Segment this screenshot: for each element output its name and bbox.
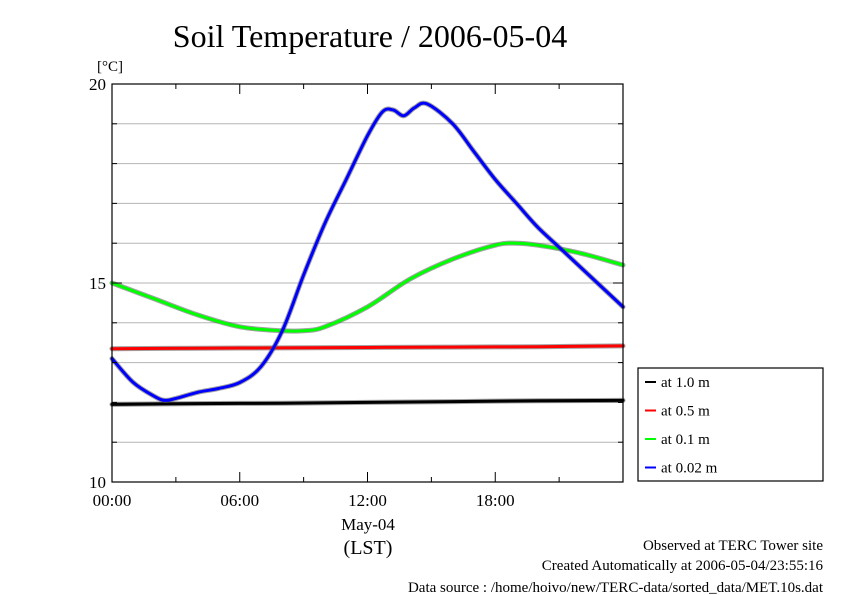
series-line	[110, 241, 625, 333]
y-tick-label: 10	[89, 473, 106, 492]
x-axis: 00:00 06:00 12:00 18:00	[93, 84, 624, 510]
series-4	[109, 100, 626, 403]
site-note: Observed at TERC Tower site	[643, 538, 823, 554]
data-source-note: Data source : /home/hoivo/new/TERC-data/…	[408, 580, 824, 595]
series-1	[109, 397, 626, 407]
series-line-shadow	[109, 240, 626, 334]
legend: at 1.0 m at 0.5 m at 0.1 m at 0.02 m	[637, 367, 824, 482]
legend-label: at 0.1 m	[661, 432, 710, 448]
x-tick-label: 12:00	[348, 491, 387, 510]
series-lines	[109, 100, 626, 407]
series-line	[110, 398, 625, 406]
series-line-shadow	[109, 100, 626, 403]
x-axis-unit-label: (LST)	[344, 537, 393, 559]
x-axis-date-label: May-04	[341, 515, 395, 534]
x-tick-label: 18:00	[476, 491, 515, 510]
legend-box	[637, 367, 824, 482]
y-tick-label: 20	[89, 75, 106, 94]
series-line	[110, 101, 625, 402]
series-2	[109, 343, 626, 352]
legend-label: at 1.0 m	[661, 375, 710, 391]
x-tick-label: 00:00	[93, 491, 132, 510]
series-3	[109, 240, 626, 334]
chart-title: Soil Temperature / 2006-05-04	[173, 18, 567, 54]
x-tick-label: 06:00	[220, 491, 259, 510]
y-tick-label: 15	[89, 274, 106, 293]
created-note: Created Automatically at 2006-05-04/23:5…	[542, 558, 824, 574]
legend-label: at 0.5 m	[661, 404, 710, 420]
series-line	[110, 344, 625, 351]
legend-label: at 0.02 m	[661, 461, 718, 477]
y-axis-unit: [°C]	[97, 59, 123, 75]
y-axis: 10 15 20	[89, 75, 623, 492]
